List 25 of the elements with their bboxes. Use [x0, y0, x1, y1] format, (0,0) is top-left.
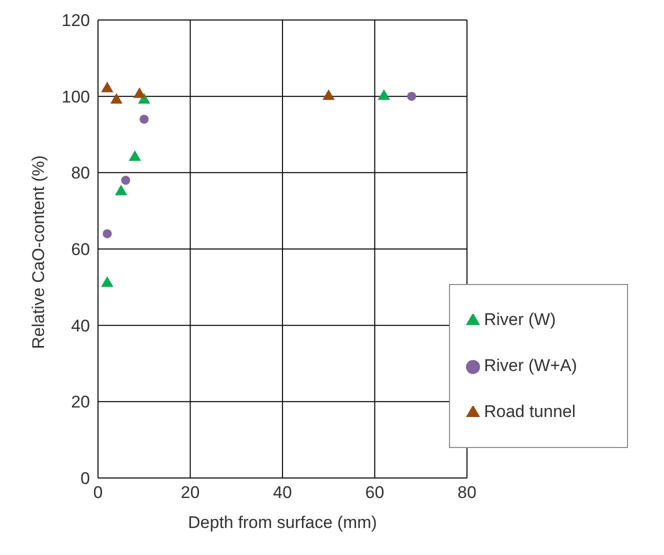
point: [101, 276, 114, 287]
x-tick-label: 80: [458, 483, 476, 502]
y-tick-label: 120: [62, 11, 90, 30]
legend-label: River (W+A): [484, 356, 577, 375]
x-tick-label: 0: [93, 483, 103, 502]
y-tick-label: 100: [62, 87, 90, 106]
point: [128, 150, 141, 161]
legend-label: River (W): [484, 310, 556, 329]
y-tick-label: 60: [71, 240, 90, 260]
point: [322, 89, 335, 100]
y-tick-label: 20: [71, 392, 90, 412]
y-tick-label: 40: [71, 316, 90, 336]
point: [114, 184, 128, 196]
x-tick-label: 60: [365, 483, 384, 502]
point: [133, 87, 146, 98]
y-axis-title: Relative CaO-content (%): [29, 155, 48, 349]
legend-label: Road tunnel: [484, 402, 576, 421]
y-tick-label: 0: [80, 469, 90, 488]
point: [110, 93, 123, 104]
x-tick-label: 20: [180, 483, 200, 502]
x-axis-title: Depth from surface (mm): [188, 513, 377, 532]
point: [378, 89, 390, 100]
y-tick-label: 80: [71, 164, 90, 183]
x-tick-label: 40: [273, 483, 292, 502]
point: [101, 82, 114, 92]
